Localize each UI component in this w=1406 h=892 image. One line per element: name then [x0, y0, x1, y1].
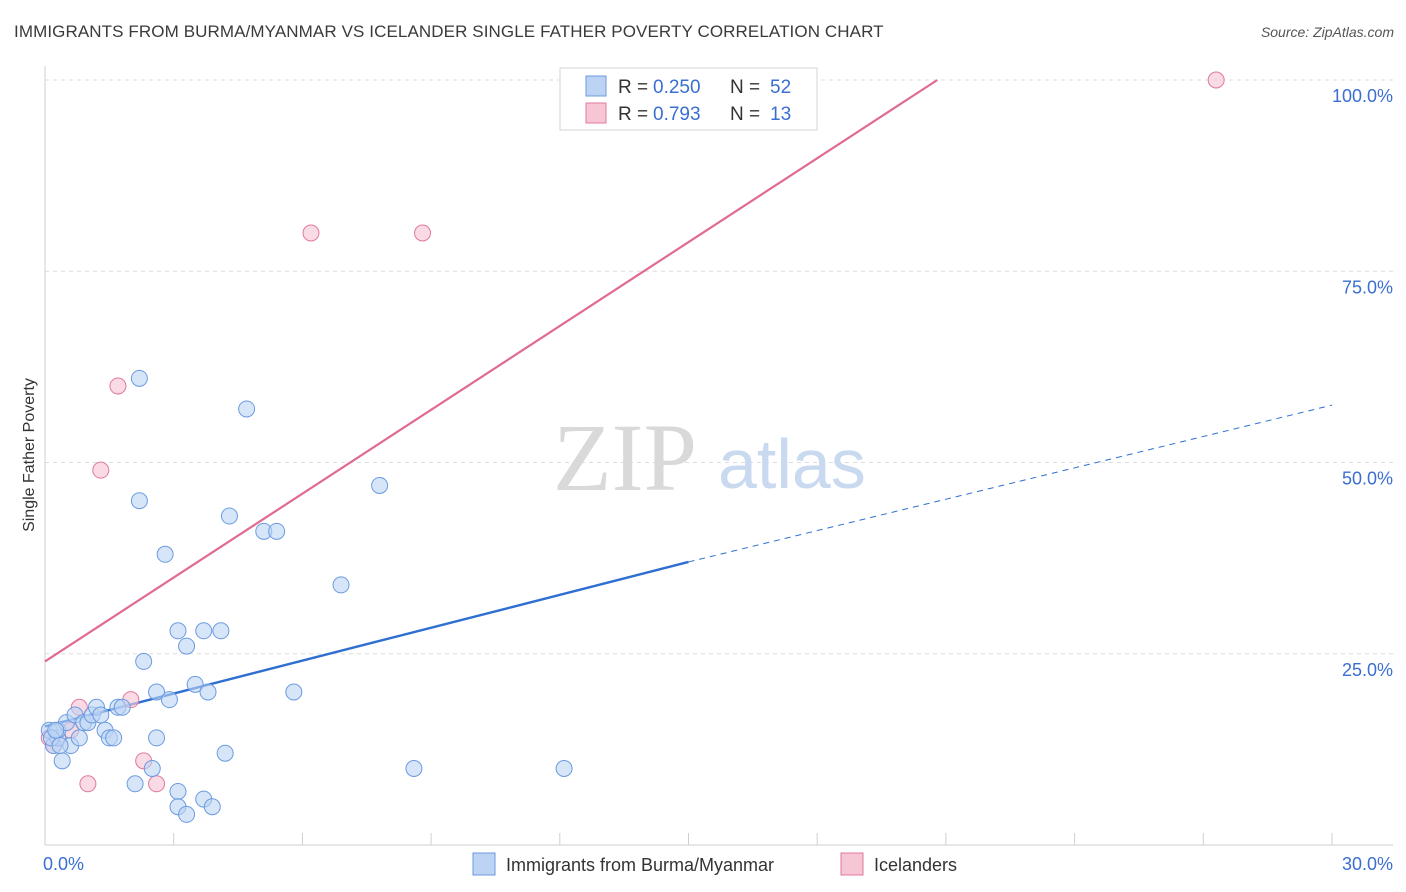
- watermark-atlas: atlas: [718, 425, 866, 503]
- series-swatch-pink: [840, 852, 864, 876]
- tick-labels: 25.0% 50.0% 75.0% 100.0% 0.0% 30.0%: [43, 86, 1393, 874]
- legend-n-value: 13: [770, 104, 791, 125]
- legend-n-value: 52: [770, 77, 791, 98]
- point-burma: [130, 369, 148, 387]
- point-burma: [130, 492, 148, 510]
- point-icelanders: [92, 461, 110, 479]
- legend-n-label: N =: [730, 104, 760, 125]
- point-icelanders: [79, 775, 97, 793]
- point-burma: [220, 507, 238, 525]
- point-burma: [186, 675, 204, 693]
- point-burma: [156, 545, 174, 563]
- legend-r-label: R =: [618, 77, 648, 98]
- point-burma: [285, 683, 303, 701]
- point-burma: [148, 683, 166, 701]
- trend-line-burma: [44, 560, 689, 728]
- point-burma: [143, 760, 161, 777]
- point-burma: [216, 744, 234, 762]
- point-burma: [53, 752, 71, 770]
- watermark-zip: ZIP: [553, 404, 697, 511]
- point-burma: [135, 652, 153, 670]
- point-burma: [51, 737, 69, 755]
- y-tick-label: 25.0%: [1342, 660, 1393, 680]
- correlation-legend: R = 0.250 N = 52 R = 0.793 N = 13: [559, 67, 818, 131]
- y-tick-label: 50.0%: [1342, 469, 1393, 489]
- legend-swatch-blue: [585, 75, 607, 97]
- y-tick-label: 100.0%: [1332, 86, 1393, 106]
- point-icelanders: [109, 377, 127, 395]
- y-axis-title: Single Father Poverty: [21, 378, 38, 532]
- point-burma: [199, 683, 217, 701]
- watermark: ZIP atlas: [553, 404, 866, 511]
- point-icelanders: [414, 224, 432, 242]
- point-burma: [47, 721, 65, 739]
- point-burma: [126, 775, 144, 793]
- trend-line-icelanders: [44, 79, 938, 663]
- point-burma: [332, 576, 350, 594]
- point-burma: [195, 622, 213, 640]
- point-burma: [178, 637, 196, 655]
- series-label-burma: Immigrants from Burma/Myanmar: [506, 855, 774, 875]
- x-tick-label: 0.0%: [43, 854, 84, 874]
- point-burma: [113, 698, 131, 716]
- point-burma: [178, 805, 196, 823]
- point-burma: [70, 729, 88, 747]
- point-burma: [92, 706, 110, 724]
- chart-title: IMMIGRANTS FROM BURMA/MYANMAR VS ICELAND…: [14, 22, 884, 41]
- point-burma: [371, 476, 389, 494]
- series-legend: Immigrants from Burma/Myanmar Icelanders: [472, 852, 957, 876]
- point-icelanders: [148, 775, 166, 793]
- legend-swatch-pink: [585, 102, 607, 124]
- point-burma: [148, 729, 166, 747]
- y-tick-label: 75.0%: [1342, 277, 1393, 297]
- axes: [44, 66, 1393, 846]
- point-burma: [555, 760, 573, 777]
- x-tick-label: 30.0%: [1342, 854, 1393, 874]
- point-burma: [160, 691, 178, 709]
- trend-line-burma-extension: [688, 404, 1333, 563]
- point-burma: [169, 782, 187, 800]
- point-burma: [212, 622, 230, 640]
- point-burma: [203, 798, 221, 816]
- legend-n-label: N =: [730, 77, 760, 98]
- point-burma: [405, 760, 423, 777]
- legend-r-label: R =: [618, 104, 648, 125]
- series-label-icelanders: Icelanders: [874, 855, 957, 875]
- point-burma: [105, 729, 123, 747]
- point-icelanders: [1207, 71, 1225, 89]
- point-burma: [268, 522, 286, 540]
- legend-r-value: 0.250: [653, 77, 701, 98]
- point-burma: [169, 622, 187, 640]
- series-swatch-blue: [472, 852, 496, 876]
- grid-lines: [45, 79, 1393, 655]
- legend-r-value: 0.793: [653, 104, 701, 125]
- point-icelanders: [302, 224, 320, 242]
- point-burma: [238, 400, 256, 418]
- data-points: [40, 71, 1225, 823]
- source-label: Source: ZipAtlas.com: [1260, 24, 1394, 40]
